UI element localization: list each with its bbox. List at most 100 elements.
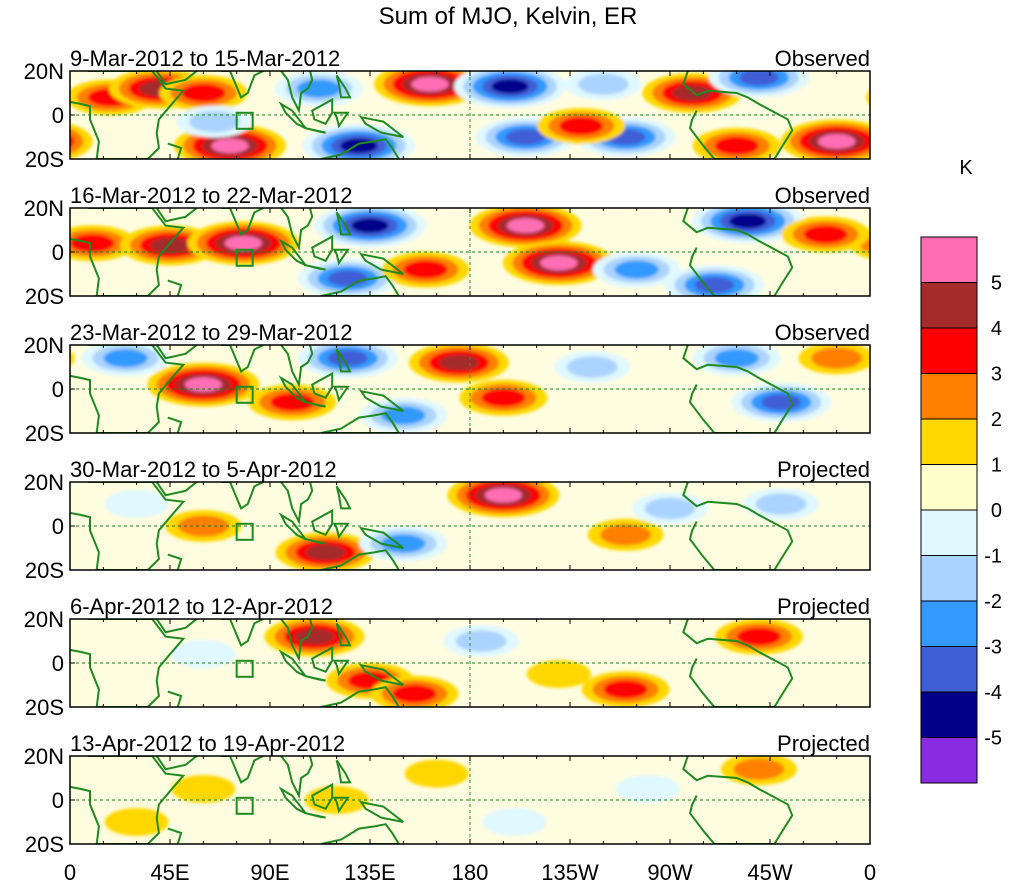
colorbar-swatch xyxy=(920,282,978,329)
anomaly-contour xyxy=(603,680,648,699)
colorbar-level-label: 0 xyxy=(991,500,1002,522)
x-tick-label: 90E xyxy=(250,860,289,885)
x-tick-label: 90W xyxy=(647,860,692,885)
anomaly-contour xyxy=(0,488,19,520)
colorbar-swatch xyxy=(920,464,978,511)
anomaly-contour xyxy=(171,640,236,669)
panel-period-label: 9-Mar-2012 to 15-Mar-2012 xyxy=(70,46,340,71)
anomaly-contour xyxy=(482,808,547,836)
colorbar-level-label: -1 xyxy=(984,546,1002,568)
colorbar-swatch xyxy=(920,418,978,465)
anomaly-contour xyxy=(733,758,785,780)
anomaly-contour xyxy=(4,225,48,243)
anomaly-contour xyxy=(505,129,546,145)
anomaly-contour xyxy=(224,235,262,251)
anomaly-contour xyxy=(578,73,629,95)
panel-6: 20N 0 20S 13-Apr-2012 to 19-Apr-2012 Project… xyxy=(24,731,1015,857)
anomaly-contour xyxy=(974,124,1015,168)
anomaly-contour xyxy=(644,497,696,520)
anomaly-contour xyxy=(327,270,368,287)
anomaly-contour xyxy=(615,775,680,803)
anomaly-contour xyxy=(526,660,591,688)
y-tick-label: 20N xyxy=(24,744,64,769)
y-tick-label: 0 xyxy=(52,103,64,128)
region-box xyxy=(235,522,254,541)
panel-period-label: 16-Mar-2012 to 22-Mar-2012 xyxy=(70,183,352,208)
colorbar-swatch xyxy=(920,373,978,420)
anomaly-contour xyxy=(714,136,759,155)
panel-status-label: Observed xyxy=(775,46,870,71)
anomaly-contour xyxy=(438,354,479,371)
anomaly-contour xyxy=(381,406,426,425)
anomaly-contour xyxy=(811,347,863,369)
anomaly-contour xyxy=(1002,135,1015,157)
anomaly-contour xyxy=(484,487,522,503)
colorbar-swatch xyxy=(920,646,978,693)
anomaly-contour xyxy=(211,138,249,154)
x-tick-label: 0 xyxy=(864,860,876,885)
anomaly-contour xyxy=(305,544,346,561)
panels-group: 20N 0 20S 9-Mar-2012 to 15-Mar-2012 Observed… xyxy=(0,46,1015,857)
colorbar: K 5 4 3 2 1 0 -1 -2 -3 -4 -5 xyxy=(920,157,1002,784)
panel-status-label: Projected xyxy=(777,731,870,756)
region-box xyxy=(235,796,254,815)
anomaly-contour xyxy=(70,134,74,149)
anomaly-contour xyxy=(491,79,529,94)
anomaly-field xyxy=(70,69,1015,168)
y-tick-label: 0 xyxy=(52,377,64,402)
y-tick-label: 20N xyxy=(24,607,64,632)
anomaly-contour xyxy=(1006,229,1015,258)
anomaly-contour xyxy=(614,260,659,279)
colorbar-swatch xyxy=(920,737,978,784)
anomaly-contour xyxy=(0,619,3,655)
panel-period-label: 30-Mar-2012 to 5-Apr-2012 xyxy=(70,457,337,482)
colorbar-swatch xyxy=(920,691,978,738)
anomaly-contour xyxy=(103,349,148,368)
anomaly-contour xyxy=(970,80,1015,107)
panel-4: 20N 0 20S 30-Mar-2012 to 5-Apr-2012 Projecte… xyxy=(0,457,871,583)
y-tick-label: 20N xyxy=(24,196,64,221)
anomaly-contour xyxy=(481,388,526,407)
colorbar-level-label: -2 xyxy=(984,591,1002,613)
anomaly-contour xyxy=(919,73,999,105)
anomaly-contour xyxy=(150,237,190,254)
anomaly-contour xyxy=(540,255,578,271)
anomaly-contour xyxy=(404,759,469,788)
x-tick-label: 135W xyxy=(541,860,599,885)
y-tick-label: 20S xyxy=(25,832,64,857)
anomaly-contour xyxy=(672,85,713,101)
panel-period-label: 23-Mar-2012 to 29-Mar-2012 xyxy=(70,320,352,345)
colorbar-level-label: 3 xyxy=(991,364,1002,386)
y-tick-label: 0 xyxy=(52,240,64,265)
y-tick-label: 0 xyxy=(52,514,64,539)
colorbar-level-label: 5 xyxy=(991,273,1002,295)
colorbar-swatch xyxy=(920,509,978,556)
anomaly-contour xyxy=(0,386,21,418)
colorbar-unit-label: K xyxy=(959,157,973,179)
anomaly-contour xyxy=(870,234,914,252)
anomaly-contour xyxy=(0,493,6,514)
anomaly-contour xyxy=(327,350,368,367)
x-tick-label: 180 xyxy=(452,860,489,885)
colorbar-level-label: -4 xyxy=(984,682,1002,704)
panel-status-label: Projected xyxy=(777,457,870,482)
x-tick-label: 45W xyxy=(747,860,792,885)
anomaly-contour xyxy=(909,69,1009,109)
anomaly-contour xyxy=(971,775,1015,803)
y-tick-label: 20N xyxy=(24,333,64,358)
anomaly-field xyxy=(4,208,1015,296)
anomaly-contour xyxy=(905,808,969,836)
anomaly-contour xyxy=(761,394,802,411)
anomaly-contour xyxy=(70,350,75,366)
anomaly-contour xyxy=(694,277,735,293)
anomaly-contour xyxy=(714,349,759,368)
anomaly-contour xyxy=(738,71,779,86)
anomaly-contour xyxy=(506,218,545,233)
anomaly-contour xyxy=(729,213,767,229)
anomaly-contour xyxy=(566,356,618,378)
colorbar-level-label: -5 xyxy=(984,728,1002,750)
anomaly-contour xyxy=(70,128,84,155)
colorbar-swatch xyxy=(920,327,978,374)
anomaly-contour xyxy=(929,77,989,101)
